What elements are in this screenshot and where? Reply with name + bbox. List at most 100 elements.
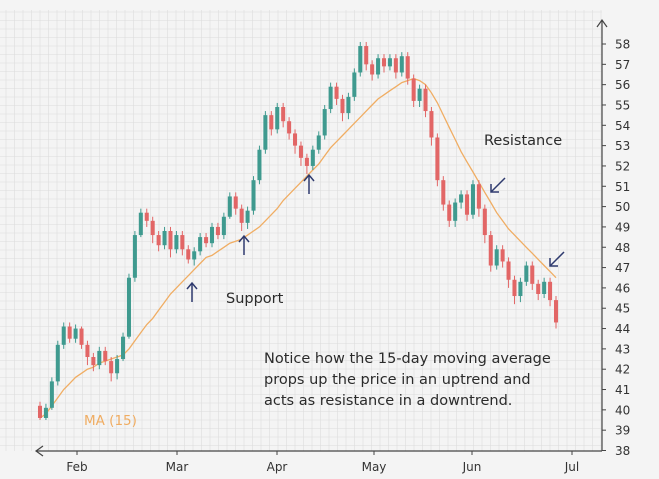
candle (447, 200, 452, 227)
candle (144, 208, 149, 227)
candle-body (73, 328, 78, 339)
x-tick-label: May (362, 460, 387, 474)
candle-body (281, 107, 286, 122)
candle-body (49, 381, 54, 408)
candle-body (328, 86, 333, 110)
candle-body (287, 121, 292, 134)
y-tick-label: 58 (615, 38, 630, 52)
candle-body (79, 328, 84, 345)
y-tick-label: 52 (615, 159, 630, 173)
candle-body (553, 300, 559, 323)
y-tick-label: 53 (615, 139, 630, 153)
candle-body (144, 212, 149, 221)
candle (43, 403, 48, 421)
candle (103, 346, 108, 366)
resistance-arrow-2 (549, 251, 565, 267)
candle-body (91, 357, 96, 366)
y-tick-labels: 38 39 40 41 42 43 44 45 46 47 48 49 50 51 52 53 54 55 56 57… (615, 38, 630, 459)
candle (37, 401, 43, 421)
candle-body (298, 145, 303, 158)
candle (287, 117, 292, 140)
candle-body (441, 180, 446, 205)
candle (393, 54, 398, 79)
candle-body (310, 149, 315, 166)
candle (518, 277, 523, 303)
candle-body (435, 137, 440, 181)
candle (245, 206, 250, 229)
x-tick-label: Jun (462, 460, 482, 474)
candle-body (470, 184, 475, 215)
candle (304, 153, 309, 175)
candle (553, 296, 559, 329)
candle-body (352, 72, 357, 97)
candle (524, 261, 529, 286)
candle (453, 198, 458, 227)
candle (91, 352, 96, 372)
candle-body (340, 98, 345, 114)
candle-body (476, 184, 481, 209)
candle-body (85, 344, 90, 358)
candle-body (500, 249, 505, 262)
y-tick-label: 42 (615, 363, 630, 377)
support-arrow-2 (238, 234, 250, 255)
candle (115, 354, 120, 380)
y-tick-label: 44 (615, 322, 630, 336)
candle-body (215, 226, 220, 236)
candle-body (55, 344, 60, 382)
candle (512, 275, 517, 305)
annotation-arrows (186, 173, 565, 302)
candle (85, 340, 90, 366)
candle (411, 74, 416, 108)
note-line-2: props up the price in an uptrend and (264, 372, 531, 388)
candle-body (370, 64, 375, 75)
candle (387, 54, 392, 71)
candle (364, 41, 369, 71)
ma-line (39, 77, 557, 419)
candle-body (405, 56, 410, 79)
candle (79, 326, 84, 349)
candle (174, 230, 179, 254)
arrow-head (186, 281, 198, 290)
candle-body (257, 149, 262, 181)
y-tick-label: 57 (615, 58, 630, 72)
candle (215, 222, 220, 240)
y-tick-label: 54 (615, 119, 630, 133)
candle-body (269, 115, 274, 130)
candle (334, 82, 339, 105)
candle (126, 273, 131, 339)
candle-body (465, 194, 470, 215)
candle-body (304, 157, 309, 166)
candle-body (399, 56, 404, 73)
candle-body (162, 230, 167, 246)
candle (138, 208, 143, 238)
candle (275, 102, 280, 134)
arrow-head (549, 258, 558, 267)
candle-body (37, 405, 43, 418)
candle (281, 102, 286, 128)
candle (494, 245, 499, 270)
candle-body (263, 115, 268, 150)
candle (530, 261, 535, 290)
candle-body (192, 251, 197, 260)
candle-body (482, 208, 487, 236)
candle (251, 176, 256, 215)
candle (67, 322, 72, 343)
candle-body (322, 109, 327, 136)
candle-body (174, 235, 179, 250)
candle (209, 222, 215, 248)
candle (73, 324, 78, 343)
candle (310, 145, 315, 171)
y-tick-label: 48 (615, 241, 630, 255)
candle (233, 192, 238, 215)
resistance-arrow-1 (490, 177, 506, 193)
candle (536, 279, 541, 301)
candle (239, 204, 244, 231)
candle-body (293, 133, 298, 146)
candle (340, 94, 345, 122)
candle-body (168, 230, 173, 250)
candle (328, 82, 333, 114)
candle (298, 141, 303, 166)
candle (346, 92, 351, 120)
candle (316, 131, 321, 154)
